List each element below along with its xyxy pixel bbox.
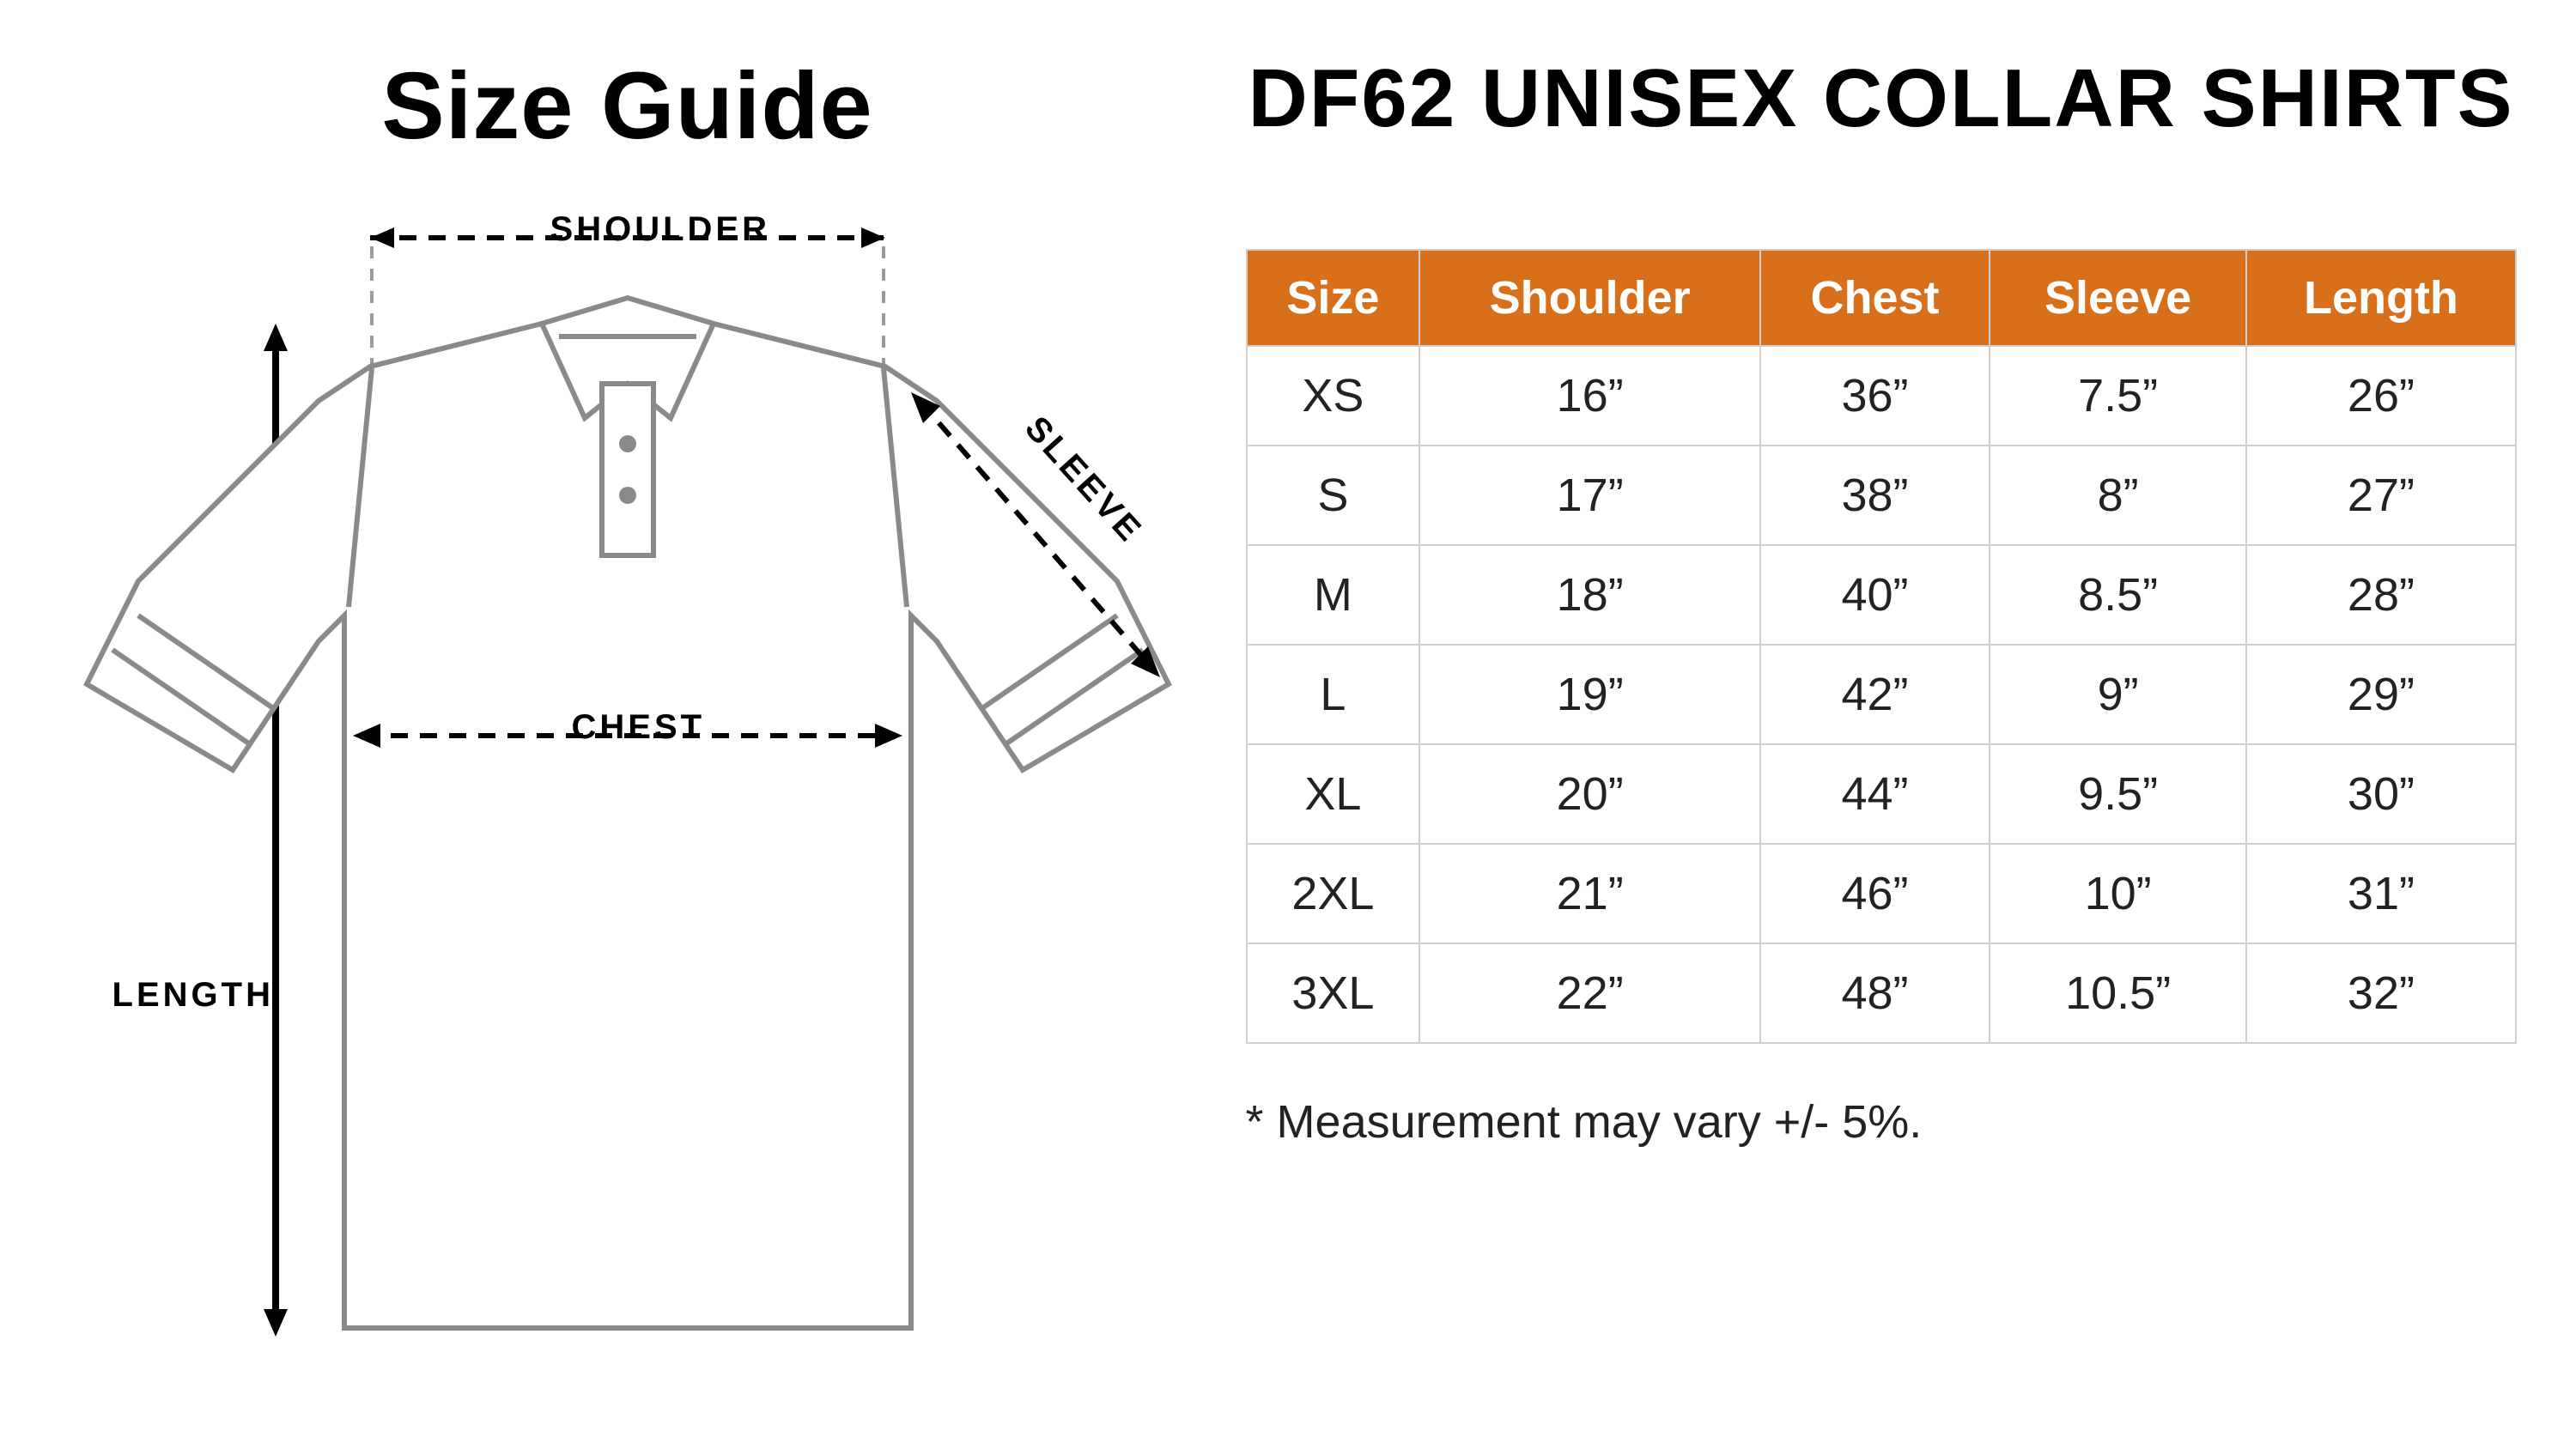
table-cell: 27” — [2246, 446, 2515, 545]
table-cell: 38” — [1760, 446, 1990, 545]
table-cell: 40” — [1760, 545, 1990, 645]
table-row: L19”42”9”29” — [1247, 645, 2516, 744]
table-row: 2XL21”46”10”31” — [1247, 844, 2516, 943]
shirt-diagram: SHOULDER SLEEVE CHEST LENGTH — [52, 186, 1203, 1371]
table-cell: 29” — [2246, 645, 2515, 744]
table-cell: 10.5” — [1990, 943, 2246, 1043]
table-cell: 19” — [1419, 645, 1760, 744]
table-cell: 2XL — [1247, 844, 1420, 943]
table-cell: 8.5” — [1990, 545, 2246, 645]
table-cell: 32” — [2246, 943, 2515, 1043]
table-cell: 21” — [1419, 844, 1760, 943]
table-cell: XL — [1247, 744, 1420, 844]
table-cell: 9” — [1990, 645, 2246, 744]
table-header-row: Size Shoulder Chest Sleeve Length — [1247, 250, 2516, 346]
table-cell: 44” — [1760, 744, 1990, 844]
chest-label: CHEST — [572, 708, 706, 747]
table-row: XS16”36”7.5”26” — [1247, 346, 2516, 446]
table-cell: 3XL — [1247, 943, 1420, 1043]
table-row: XL20”44”9.5”30” — [1247, 744, 2516, 844]
size-guide-title: Size Guide — [381, 52, 872, 161]
table-cell: 9.5” — [1990, 744, 2246, 844]
col-chest: Chest — [1760, 250, 1990, 346]
table-row: M18”40”8.5”28” — [1247, 545, 2516, 645]
table-cell: 26” — [2246, 346, 2515, 446]
table-cell: 20” — [1419, 744, 1760, 844]
table-cell: 28” — [2246, 545, 2515, 645]
table-cell: 48” — [1760, 943, 1990, 1043]
table-cell: 17” — [1419, 446, 1760, 545]
length-label: LENGTH — [112, 976, 274, 1015]
table-cell: 42” — [1760, 645, 1990, 744]
table-cell: 18” — [1419, 545, 1760, 645]
product-title: DF62 UNISEX COLLAR SHIRTS — [1248, 52, 2513, 146]
shoulder-label: SHOULDER — [550, 210, 770, 249]
footnote: * Measurement may vary +/- 5%. — [1246, 1095, 2517, 1149]
shirt-svg — [52, 186, 1203, 1371]
table-cell: S — [1247, 446, 1420, 545]
table-cell: 46” — [1760, 844, 1990, 943]
table-cell: M — [1247, 545, 1420, 645]
size-chart-panel: DF62 UNISEX COLLAR SHIRTS Size Shoulder … — [1220, 52, 2542, 1397]
table-cell: L — [1247, 645, 1420, 744]
table-cell: 30” — [2246, 744, 2515, 844]
col-length: Length — [2246, 250, 2515, 346]
table-cell: 22” — [1419, 943, 1760, 1043]
table-cell: XS — [1247, 346, 1420, 446]
table-row: 3XL22”48”10.5”32” — [1247, 943, 2516, 1043]
table-cell: 16” — [1419, 346, 1760, 446]
table-row: S17”38”8”27” — [1247, 446, 2516, 545]
size-guide-panel: Size Guide — [34, 52, 1220, 1397]
table-cell: 31” — [2246, 844, 2515, 943]
table-cell: 36” — [1760, 346, 1990, 446]
table-cell: 10” — [1990, 844, 2246, 943]
col-size: Size — [1247, 250, 1420, 346]
table-cell: 8” — [1990, 446, 2246, 545]
size-table: Size Shoulder Chest Sleeve Length XS16”3… — [1246, 249, 2517, 1044]
col-shoulder: Shoulder — [1419, 250, 1760, 346]
col-sleeve: Sleeve — [1990, 250, 2246, 346]
table-cell: 7.5” — [1990, 346, 2246, 446]
